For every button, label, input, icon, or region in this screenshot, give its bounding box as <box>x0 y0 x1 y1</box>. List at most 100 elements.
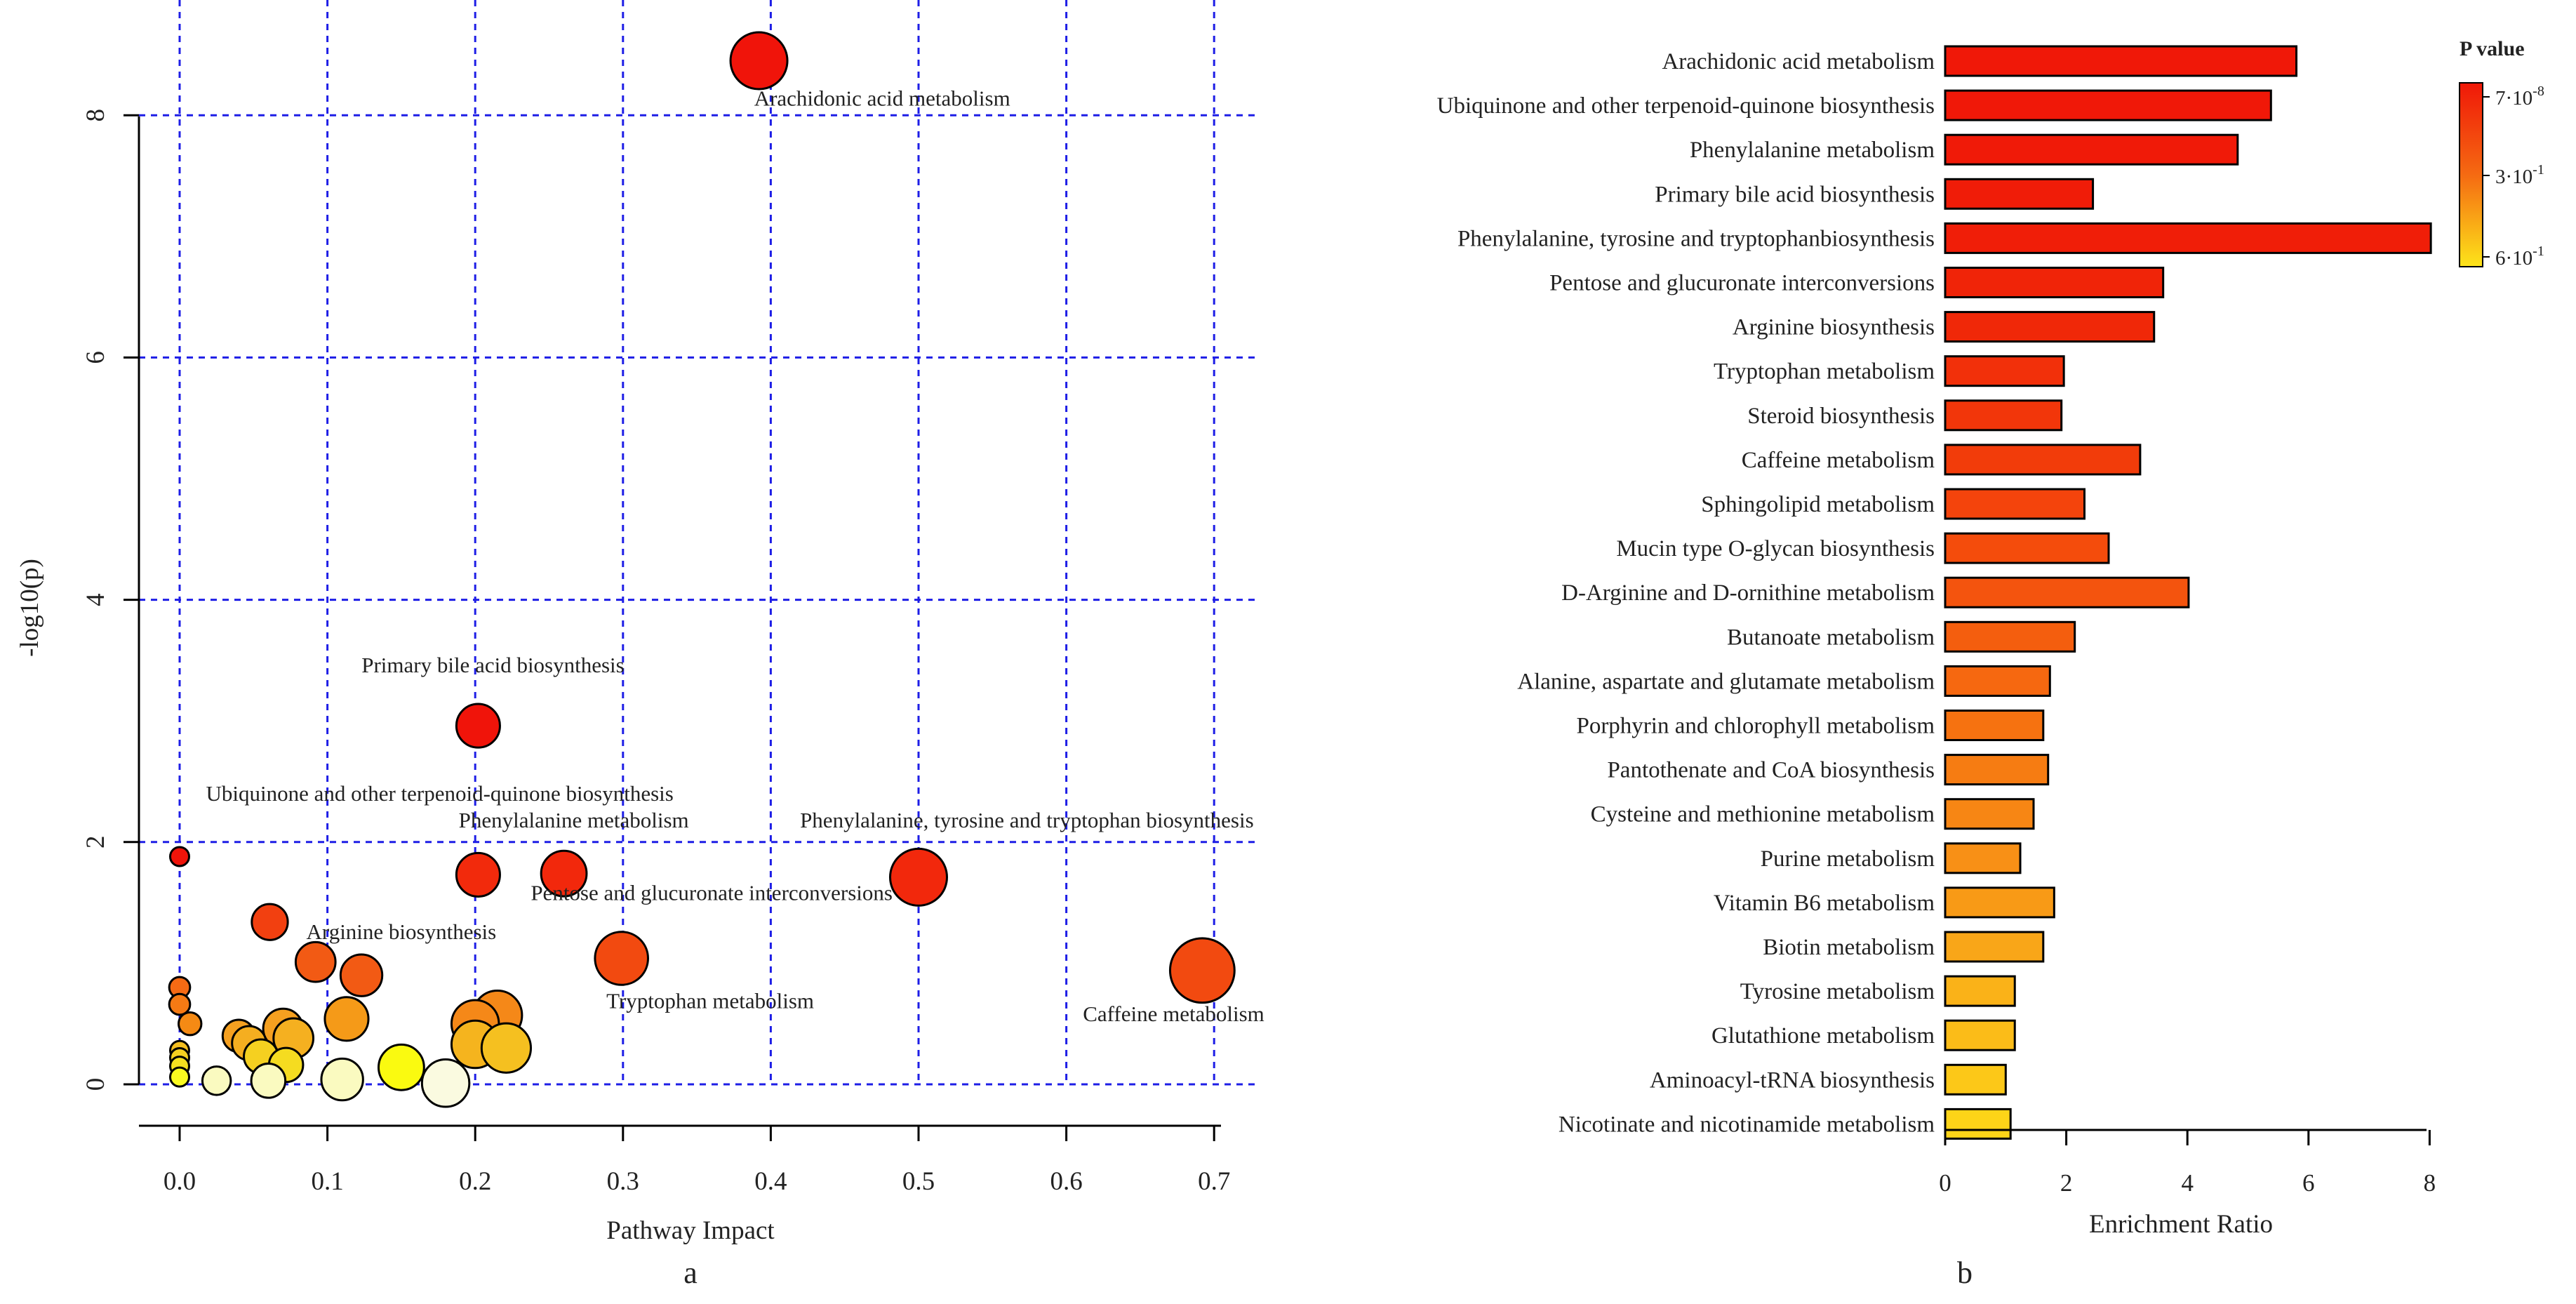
category-label: Ubiquinone and other terpenoid-quinone b… <box>1437 93 1935 119</box>
annotation-label: Phenylalanine, tyrosine and tryptophan b… <box>800 808 1254 832</box>
legend-label: 6·10-1 <box>2495 244 2544 270</box>
bar <box>1944 798 2035 830</box>
annotation-label: Tryptophan metabolism <box>606 988 814 1013</box>
x-tick-label: 0 <box>1939 1169 1951 1197</box>
category-label: Biotin metabolism <box>1763 935 1935 960</box>
bubble-chart-x-ticks: 0.0 0.1 0.2 0.3 0.4 0.5 0.6 0.7 <box>163 1126 1230 1196</box>
bar <box>1944 399 2063 432</box>
bubble-point <box>729 31 789 91</box>
category-label: Porphyrin and chlorophyll metabolism <box>1576 714 1935 739</box>
legend-label: 7·10-8 <box>2495 84 2544 109</box>
category-label: Purine metabolism <box>1761 846 1935 872</box>
x-tick-label: 6 <box>2302 1169 2315 1197</box>
x-tick-label: 0.3 <box>607 1167 639 1196</box>
category-label: D-Arginine and D-ornithine metabolism <box>1561 580 1935 606</box>
bar <box>1944 532 2110 564</box>
category-label: Mucin type O-glycan biosynthesis <box>1616 536 1935 561</box>
bubble-point <box>168 992 192 1016</box>
category-label: Primary bile acid biosynthesis <box>1655 182 1935 207</box>
category-label: Butanoate metabolism <box>1727 625 1935 650</box>
bubble-point <box>169 1066 190 1088</box>
legend-label-exponent: -1 <box>2532 244 2544 259</box>
bar <box>1944 754 2050 786</box>
category-label: Pantothenate and CoA biosynthesis <box>1607 758 1935 783</box>
panel-a-label: a <box>683 1256 698 1290</box>
bubble-point <box>455 851 501 898</box>
bar <box>1944 178 2095 210</box>
bar <box>1944 1107 2012 1140</box>
bar <box>1944 355 2065 387</box>
panel-b-label: b <box>1957 1256 1973 1290</box>
bar <box>1944 488 2086 520</box>
x-tick-label: 0.4 <box>754 1167 787 1196</box>
category-label: Pentose and glucuronate interconversions <box>1549 271 1935 296</box>
y-tick-label: 0 <box>81 1078 110 1091</box>
bubble-chart-y-label: -log10(p) <box>15 559 44 657</box>
x-tick-label: 0.1 <box>311 1167 343 1196</box>
y-tick-label: 8 <box>81 109 110 122</box>
x-tick-label: 0.6 <box>1050 1167 1082 1196</box>
category-label: Arachidonic acid metabolism <box>1662 49 1935 74</box>
category-label: Glutathione metabolism <box>1711 1023 1935 1049</box>
x-tick-label: 0.7 <box>1198 1167 1230 1196</box>
y-tick-label: 4 <box>81 593 110 606</box>
annotation-label: Phenylalanine metabolism <box>459 808 689 832</box>
bubble-point <box>323 996 370 1042</box>
bubble-point <box>540 849 588 898</box>
bar <box>1944 931 2045 963</box>
legend-labels: 7·10-8 3·10-1 6·10-1 <box>2483 84 2544 270</box>
bar <box>1944 89 2272 121</box>
bar <box>1944 444 2142 476</box>
bar <box>1944 1019 2016 1051</box>
annotation-label: Arachidonic acid metabolism <box>754 86 1010 110</box>
bar <box>1944 45 2298 77</box>
category-label: Alanine, aspartate and glutamate metabol… <box>1517 669 1935 694</box>
x-tick-label: 4 <box>2181 1169 2194 1197</box>
category-label: Nicotinate and nicotinamide metabolism <box>1559 1112 1935 1137</box>
bubble-point <box>1168 937 1236 1004</box>
legend-label-exponent: -1 <box>2532 162 2544 178</box>
bubble-point <box>594 931 649 986</box>
bar <box>1944 576 2190 608</box>
legend-colorbar <box>2459 82 2483 267</box>
category-label: Tryptophan metabolism <box>1714 359 1935 385</box>
bubble-chart-y-ticks: 0 2 4 6 8 <box>81 109 139 1091</box>
bubble-point <box>320 1057 364 1102</box>
category-label: Caffeine metabolism <box>1742 448 1935 473</box>
annotation-label: Arginine biosynthesis <box>307 919 497 944</box>
bubble-point <box>339 953 384 997</box>
bar <box>1944 620 2076 653</box>
bar <box>1944 222 2432 254</box>
bar <box>1944 267 2165 298</box>
category-label: Sphingolipid metabolism <box>1701 492 1935 517</box>
bubble-point <box>294 940 337 983</box>
bar <box>1944 1063 2007 1096</box>
bar-chart-category-labels: Arachidonic acid metabolism Ubiquinone an… <box>1437 49 1935 1137</box>
category-label: Aminoacyl-tRNA biosynthesis <box>1650 1067 1935 1093</box>
bar-chart-bars <box>1944 45 2432 1140</box>
legend-title: P value <box>2460 37 2525 60</box>
x-tick-label: 0.2 <box>459 1167 491 1196</box>
y-tick-label: 2 <box>81 836 110 849</box>
category-label: Cysteine and methionine metabolism <box>1591 802 1935 827</box>
bubble-point <box>889 847 948 907</box>
bubble-point <box>178 1011 203 1037</box>
bubble-point <box>480 1022 533 1074</box>
bubble-point <box>455 703 501 749</box>
y-tick-label: 6 <box>81 351 110 364</box>
bubble-point <box>420 1058 471 1108</box>
annotation-label: Ubiquinone and other terpenoid-quinone b… <box>206 781 673 806</box>
legend-label: 3·10-1 <box>2495 162 2544 188</box>
bar <box>1944 133 2239 166</box>
category-label: Tyrosine metabolism <box>1740 979 1935 1004</box>
p-value-legend: P value 7·10-8 3·10-1 6·10-1 <box>2459 37 2544 270</box>
category-label: Arginine biosynthesis <box>1733 315 1935 340</box>
bar <box>1944 665 2051 697</box>
bubble-chart-x-label: Pathway Impact <box>606 1216 775 1245</box>
bubble-chart-points <box>168 31 1236 1108</box>
bar <box>1944 975 2016 1007</box>
bubble-chart-annotations: Arachidonic acid metabolism Primary bile … <box>206 86 1264 1026</box>
annotation-label: Caffeine metabolism <box>1083 1002 1264 1026</box>
bubble-point <box>378 1043 425 1091</box>
